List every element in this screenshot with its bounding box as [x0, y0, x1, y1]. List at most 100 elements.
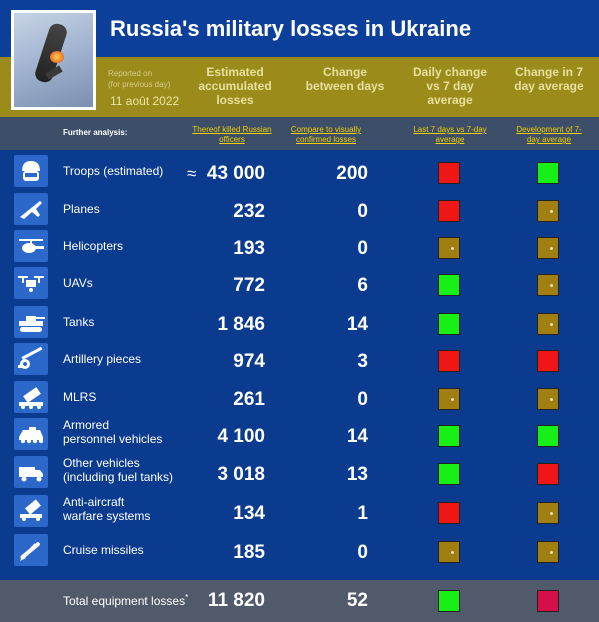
row-label: Anti-aircraft warfare systems — [63, 495, 150, 523]
daily-change-indicator — [438, 541, 460, 563]
avg-change-indicator — [537, 541, 559, 563]
table-row: Tanks 1 846 14 — [0, 306, 599, 343]
daily-change-indicator — [438, 350, 460, 372]
row-label-line: (including fuel tanks) — [63, 470, 174, 484]
estimated-value: 185 — [233, 542, 265, 563]
daily-change-indicator — [438, 274, 460, 296]
total-row: Total equipment losses* 11 820 52 — [0, 580, 599, 622]
avg-change-indicator — [537, 463, 559, 485]
link-compare[interactable]: Compare to visually confirmed losses — [290, 125, 362, 144]
footnote-mark: * — [185, 593, 189, 602]
row-label-line: Armored — [63, 418, 110, 432]
table-row: Other vehicles (including fuel tanks) 3 01… — [0, 456, 599, 493]
row-label-line: Anti-aircraft — [63, 495, 125, 509]
daily-change-indicator — [438, 425, 460, 447]
fighter-plane-icon — [14, 193, 48, 225]
row-label: Cruise missiles — [63, 543, 144, 557]
table-row: Planes 232 0 — [0, 193, 599, 230]
reported-note: Reported on (for previous day) — [108, 68, 170, 90]
avg-change-indicator — [537, 237, 559, 259]
burning-aircraft-photo — [11, 10, 96, 110]
report-date: 11 août 2022 — [110, 94, 180, 108]
total-value: 11 820 — [207, 590, 265, 611]
estimated-value: 43 000 — [206, 163, 265, 184]
row-label-line: personnel vehicles — [63, 432, 163, 446]
change-value: 14 — [346, 314, 368, 335]
table-row: Troops (estimated) ≈43 000 200 — [0, 155, 599, 192]
further-analysis-label: Further analysis: — [63, 128, 128, 137]
table-row: Cruise missiles 185 0 — [0, 534, 599, 571]
fire-burst — [50, 51, 64, 63]
col-header-change: Change between days — [305, 65, 385, 93]
change-value: 0 — [357, 389, 368, 410]
daily-change-indicator — [438, 200, 460, 222]
reported-on-label: Reported on — [108, 69, 153, 78]
change-value: 6 — [357, 275, 368, 296]
table-row: Artillery pieces 974 3 — [0, 343, 599, 380]
row-label: Artillery pieces — [63, 352, 142, 366]
daily-change-indicator — [438, 463, 460, 485]
soldier-helmet-icon — [14, 155, 48, 187]
estimated-value: 193 — [233, 238, 265, 259]
link-development[interactable]: Development of 7-day average — [516, 125, 582, 144]
daily-change-indicator — [438, 313, 460, 335]
change-value: 14 — [346, 426, 368, 447]
row-label: Tanks — [63, 315, 95, 329]
further-analysis-bar: Further analysis: Thereof killed Russian… — [0, 117, 599, 150]
avg-change-indicator — [537, 200, 559, 222]
col-header-estimated: Estimated accumulated losses — [198, 65, 272, 107]
row-label: Helicopters — [63, 239, 124, 253]
total-change: 52 — [346, 590, 368, 611]
link-officers[interactable]: Thereof killed Russian officers — [192, 125, 272, 144]
avg-change-indicator — [537, 350, 559, 372]
cruise-missile-icon — [14, 534, 48, 566]
link-last7[interactable]: Last 7 days vs 7-day average — [413, 125, 487, 144]
daily-change-indicator — [438, 388, 460, 410]
daily-change-indicator — [438, 502, 460, 524]
estimated-value: 261 — [233, 389, 265, 410]
avg-change-indicator — [537, 425, 559, 447]
tank-icon — [14, 306, 48, 338]
column-header-band: Estimated accumulated losses Change betw… — [0, 57, 599, 117]
previous-day-label: (for previous day) — [108, 80, 171, 89]
row-label: MLRS — [63, 390, 97, 404]
row-label: Armored personnel vehicles — [63, 418, 162, 446]
row-label: Planes — [63, 202, 100, 216]
estimated-value: 232 — [233, 201, 265, 222]
mlrs-icon — [14, 381, 48, 413]
avg-change-indicator — [537, 388, 559, 410]
change-value: 0 — [357, 201, 368, 222]
change-value: 3 — [357, 351, 368, 372]
avg-change-indicator — [537, 274, 559, 296]
estimated-value: 3 018 — [217, 464, 265, 485]
daily-change-indicator — [438, 162, 460, 184]
apc-icon — [14, 418, 48, 450]
total-label: Total equipment losses* — [63, 593, 188, 608]
row-label: Other vehicles (including fuel tanks) — [63, 456, 173, 484]
row-label-line: warfare systems — [63, 509, 151, 523]
estimated-value: 1 846 — [217, 314, 265, 335]
drone-icon — [14, 267, 48, 299]
estimated-value: 772 — [233, 275, 265, 296]
total-avg-indicator — [537, 590, 559, 612]
change-value: 13 — [346, 464, 368, 485]
page-title: Russia's military losses in Ukraine — [110, 16, 472, 41]
avg-change-indicator — [537, 502, 559, 524]
col-header-daily: Daily change vs 7 day average — [412, 65, 488, 107]
title-bar: Russia's military losses in Ukraine — [0, 0, 599, 57]
row-label: Troops (estimated) — [63, 164, 164, 178]
artillery-icon — [14, 343, 48, 375]
avg-change-indicator — [537, 162, 559, 184]
change-value: 200 — [336, 163, 368, 184]
helicopter-icon — [14, 230, 48, 262]
row-label-line: Other vehicles — [63, 456, 140, 470]
table-row: Helicopters 193 0 — [0, 230, 599, 267]
approx-sign: ≈ — [187, 164, 197, 183]
change-value: 1 — [357, 503, 368, 524]
estimated-value: 134 — [233, 503, 265, 524]
table-row: Anti-aircraft warfare systems 134 1 — [0, 495, 599, 532]
daily-change-indicator — [438, 237, 460, 259]
change-value: 0 — [357, 238, 368, 259]
avg-change-indicator — [537, 313, 559, 335]
